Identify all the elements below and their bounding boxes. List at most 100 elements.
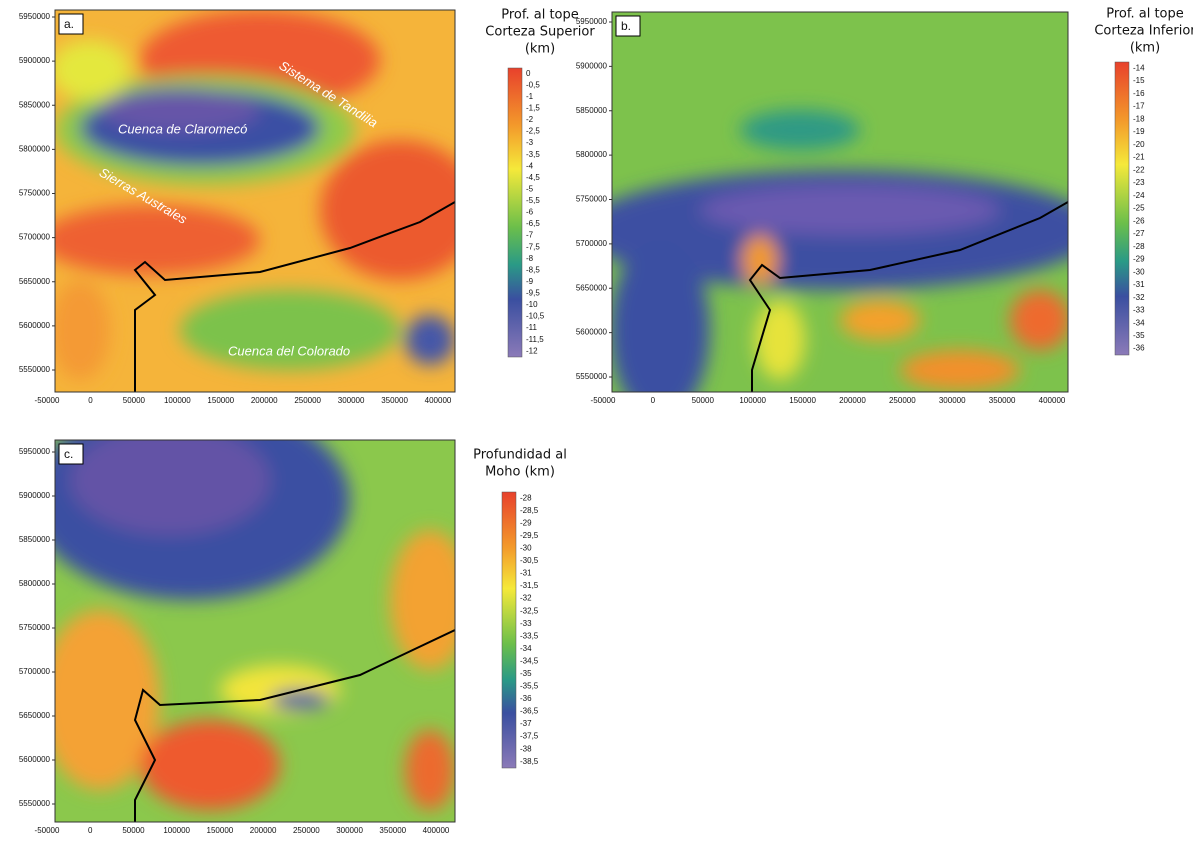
y-tick-label: 5750000 (19, 623, 51, 632)
y-tick-label: 5800000 (19, 144, 51, 153)
colorbar-label: -6 (526, 208, 534, 217)
colorbar-label: -21 (1133, 153, 1145, 162)
colorbar-label: -30 (1133, 267, 1145, 276)
colorbar-label: -33 (520, 619, 532, 628)
x-tick-label: -50000 (35, 396, 60, 405)
y-tick-label: 5750000 (19, 189, 51, 198)
panel-label-box (58, 13, 84, 35)
y-tick-label: 5600000 (576, 328, 608, 337)
legend-title: Prof. al tope (1106, 7, 1184, 22)
colorbar (501, 491, 517, 769)
colorbar-label: -6,5 (526, 219, 540, 228)
colorbar-label: -35 (520, 669, 532, 678)
y-tick-label: 5750000 (576, 195, 608, 204)
colorbar-label: -2 (526, 115, 534, 124)
map-frame (54, 439, 456, 823)
x-tick-label: 200000 (250, 826, 277, 835)
y-tick-label: 5950000 (19, 447, 51, 456)
x-tick-label: 150000 (207, 396, 234, 405)
x-tick-label: 300000 (336, 826, 363, 835)
legend-title: (km) (525, 42, 555, 57)
y-tick-label: 5600000 (19, 321, 51, 330)
colorbar-label: -14 (1133, 63, 1145, 72)
colorbar-label: 0 (526, 69, 531, 78)
x-tick-label: 100000 (739, 396, 766, 405)
colorbar-label: -34,5 (520, 656, 539, 665)
colorbar-label: -33,5 (520, 631, 539, 640)
colorbar-label: -5 (526, 184, 534, 193)
x-tick-label: 100000 (164, 396, 191, 405)
colorbar-label: -31 (1133, 280, 1145, 289)
colorbar-label: -12 (526, 346, 538, 355)
y-tick-label: 5850000 (576, 106, 608, 115)
y-tick-label: 5850000 (19, 100, 51, 109)
x-tick-label: 0 (88, 826, 93, 835)
panel-label: a. (64, 17, 74, 31)
x-tick-label: 250000 (293, 826, 320, 835)
map-frame (611, 11, 1069, 393)
colorbar-label: -19 (1133, 127, 1145, 136)
map-c (55, 440, 455, 822)
y-tick-label: 5650000 (19, 277, 51, 286)
y-tick-label: 5800000 (576, 150, 608, 159)
colorbar-label: -35,5 (520, 682, 539, 691)
y-tick-label: 5600000 (19, 755, 51, 764)
colorbar-label: -15 (1133, 76, 1145, 85)
y-tick-label: 5850000 (19, 535, 51, 544)
colorbar-label: -23 (1133, 178, 1145, 187)
y-tick-label: 5950000 (19, 12, 51, 21)
panel-label-box (615, 15, 641, 37)
colorbar-label: -34 (1133, 318, 1145, 327)
x-tick-label: 300000 (939, 396, 966, 405)
x-tick-label: 200000 (839, 396, 866, 405)
y-tick-label: 5700000 (19, 667, 51, 676)
x-tick-label: 250000 (889, 396, 916, 405)
colorbar-label: -28 (520, 493, 532, 502)
x-tick-label: 150000 (207, 826, 234, 835)
x-tick-label: 350000 (381, 396, 408, 405)
colorbar-label: -10,5 (526, 312, 545, 321)
y-tick-label: 5700000 (576, 239, 608, 248)
colorbar-label: -9 (526, 277, 534, 286)
colorbar-label: -17 (1133, 102, 1145, 111)
legend-title: Corteza Superior (485, 25, 595, 40)
y-tick-label: 5900000 (19, 56, 51, 65)
colorbar-label: -0,5 (526, 80, 540, 89)
x-tick-label: 50000 (122, 826, 145, 835)
x-tick-label: 0 (88, 396, 93, 405)
x-tick-label: 400000 (425, 396, 452, 405)
y-tick-label: 5900000 (576, 61, 608, 70)
x-tick-label: 100000 (163, 826, 190, 835)
colorbar-label: -24 (1133, 191, 1145, 200)
x-tick-label: 250000 (294, 396, 321, 405)
colorbar-label: -8 (526, 254, 534, 263)
colorbar (1114, 61, 1130, 356)
x-tick-label: 400000 (423, 826, 450, 835)
map-b (612, 12, 1068, 392)
colorbar-label: -11 (526, 323, 538, 332)
colorbar-label: -1,5 (526, 104, 540, 113)
x-tick-label: -50000 (35, 826, 60, 835)
map-annotation: Cuenca de Claromecó (118, 121, 247, 136)
colorbar-label: -36 (1133, 344, 1145, 353)
panel-label: c. (64, 447, 73, 461)
y-tick-label: 5700000 (19, 233, 51, 242)
x-tick-label: 200000 (251, 396, 278, 405)
map-frame (54, 9, 456, 393)
x-tick-label: 400000 (1039, 396, 1066, 405)
colorbar-label: -3 (526, 138, 534, 147)
colorbar-label: -33 (1133, 306, 1145, 315)
colorbar-label: -8,5 (526, 265, 540, 274)
colorbar-label: -36,5 (520, 707, 539, 716)
colorbar-label: -18 (1133, 114, 1145, 123)
legend-title: (km) (1130, 41, 1160, 56)
x-tick-label: 300000 (338, 396, 365, 405)
y-tick-label: 5550000 (19, 365, 51, 374)
x-tick-label: 150000 (789, 396, 816, 405)
colorbar-label: -31,5 (520, 581, 539, 590)
map-a (55, 10, 455, 392)
colorbar-label: -4,5 (526, 173, 540, 182)
colorbar-label: -16 (1133, 89, 1145, 98)
colorbar-label: -25 (1133, 204, 1145, 213)
colorbar-label: -35 (1133, 331, 1145, 340)
